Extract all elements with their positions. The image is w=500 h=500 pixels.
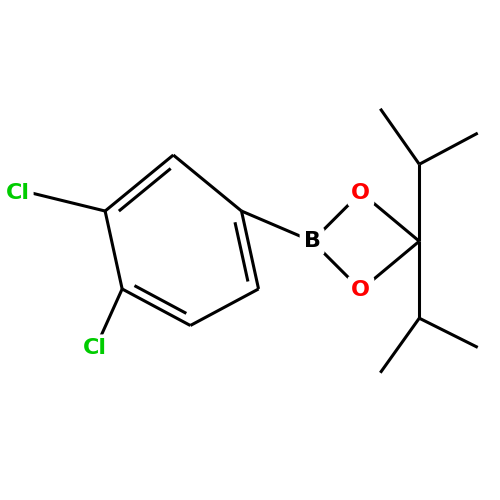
Text: O: O <box>352 182 370 203</box>
Text: B: B <box>304 231 320 251</box>
Text: B: B <box>304 231 320 251</box>
Text: Cl: Cl <box>6 182 30 203</box>
Text: O: O <box>352 280 370 300</box>
Text: O: O <box>352 182 370 203</box>
Text: Cl: Cl <box>6 182 30 203</box>
Text: Cl: Cl <box>84 338 108 358</box>
Text: Cl: Cl <box>84 338 108 358</box>
Text: O: O <box>352 280 370 300</box>
